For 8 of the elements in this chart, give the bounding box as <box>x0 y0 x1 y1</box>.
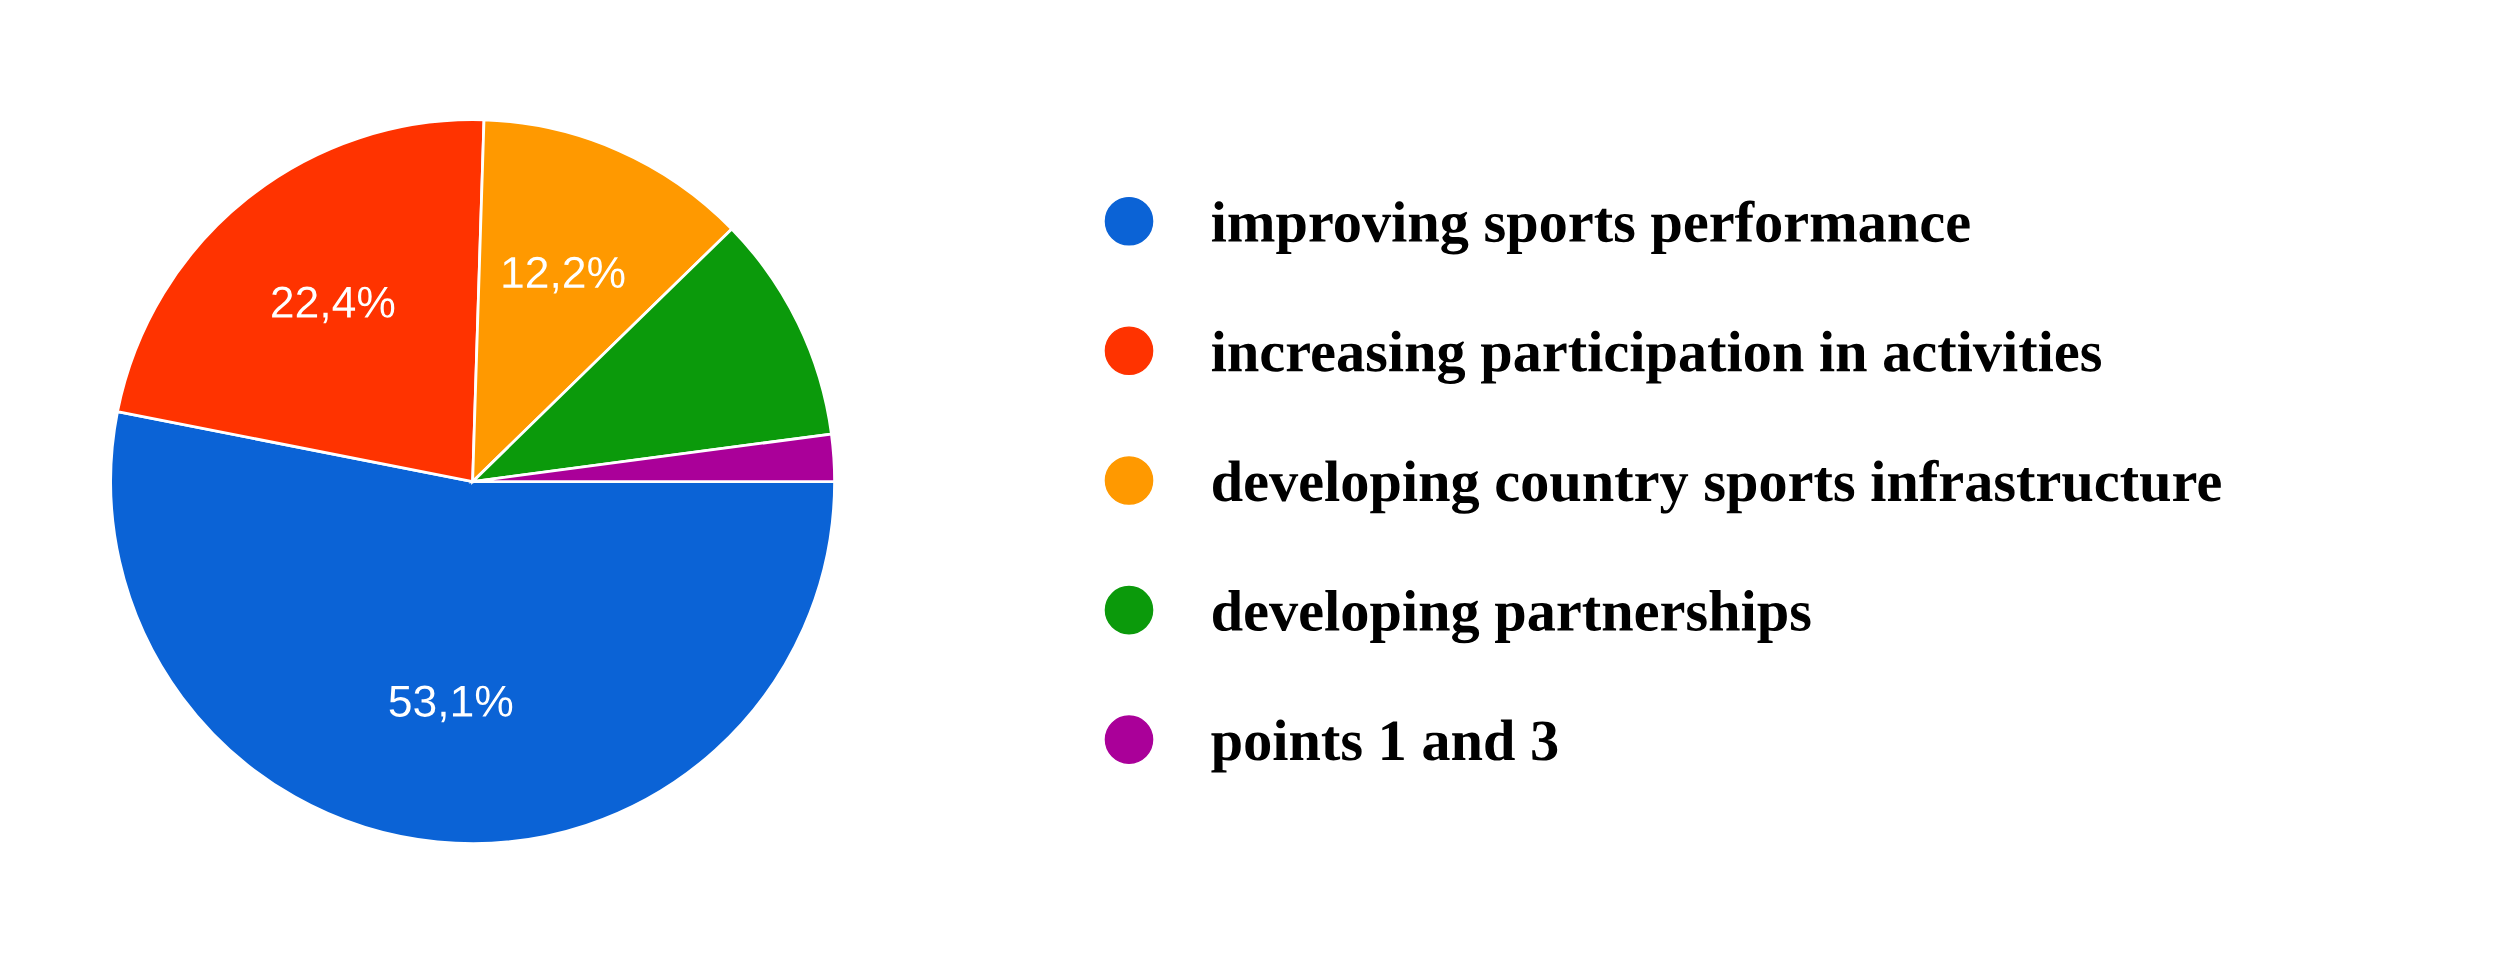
legend-label: points 1 and 3 <box>1211 719 1558 773</box>
data-label: 53,1% <box>389 685 513 723</box>
legend-label: improving sports performance <box>1211 200 1970 255</box>
data-label: 12,2% <box>503 256 625 294</box>
legend-label: increasing participation in activities <box>1211 330 2101 385</box>
legend-label: developing country sports infrastructure <box>1213 459 2221 514</box>
legend-label: developing partnerships <box>1213 590 1811 644</box>
data-label: 22,4% <box>272 286 395 324</box>
